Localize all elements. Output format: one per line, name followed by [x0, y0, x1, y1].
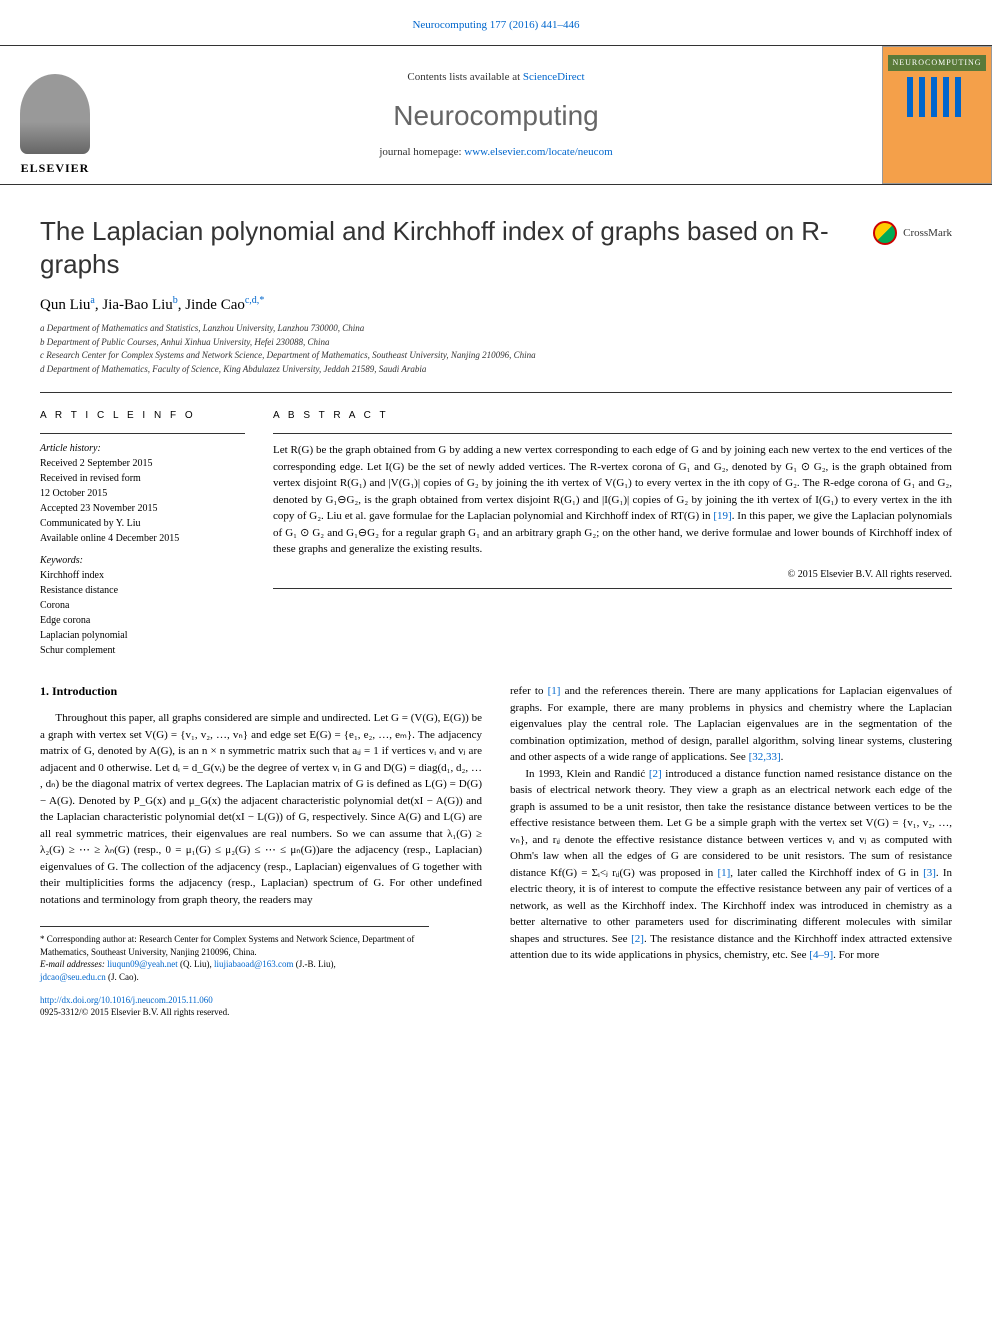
- history-1: Received 2 September 2015: [40, 457, 245, 471]
- intro-para-3: In 1993, Klein and Randić [2] introduced…: [510, 766, 952, 964]
- article-info-head: A R T I C L E I N F O: [40, 409, 245, 423]
- info-rule: [40, 433, 245, 434]
- ref-4-9[interactable]: [4–9]: [809, 949, 833, 961]
- header-center: Contents lists available at ScienceDirec…: [110, 46, 882, 184]
- crossmark-label: CrossMark: [903, 226, 952, 241]
- ref-32-33[interactable]: [32,33]: [749, 751, 781, 763]
- email-2-who: (J.-B. Liu),: [293, 959, 335, 969]
- homepage-line: journal homepage: www.elsevier.com/locat…: [110, 145, 882, 160]
- affiliations-block: a Department of Mathematics and Statisti…: [40, 322, 952, 376]
- affil-a: a Department of Mathematics and Statisti…: [40, 322, 952, 336]
- body-col-right: refer to [1] and the references therein.…: [510, 683, 952, 1018]
- journal-cover-thumb: NEUROCOMPUTING: [882, 46, 992, 184]
- abstract-text: Let R(G) be the graph obtained from G by…: [273, 442, 952, 558]
- history-2: Received in revised form: [40, 472, 245, 486]
- affil-b: b Department of Public Courses, Anhui Xi…: [40, 336, 952, 350]
- abstract-bottom-rule: [273, 588, 952, 589]
- history-3: 12 October 2015: [40, 487, 245, 501]
- ref-2[interactable]: [2]: [649, 768, 662, 780]
- issn-line: 0925-3312/© 2015 Elsevier B.V. All right…: [40, 1006, 482, 1019]
- p3c: , later called the Kirchhoff index of G …: [730, 867, 923, 879]
- body-col-left: 1. Introduction Throughout this paper, a…: [40, 683, 482, 1018]
- ref-19[interactable]: [19]: [713, 510, 731, 522]
- authors-line: Qun Liua, Jia-Bao Liub, Jinde Caoc,d,*: [40, 294, 952, 316]
- keywords-head: Keywords:: [40, 554, 245, 568]
- homepage-link[interactable]: www.elsevier.com/locate/neucom: [464, 146, 612, 158]
- ref-2b[interactable]: [2]: [631, 933, 644, 945]
- journal-name: Neurocomputing: [110, 96, 882, 135]
- history-6: Available online 4 December 2015: [40, 532, 245, 546]
- intro-para-1: Throughout this paper, all graphs consid…: [40, 710, 482, 908]
- elsevier-text: ELSEVIER: [21, 160, 90, 177]
- history-head: Article history:: [40, 442, 245, 456]
- email-3-who: (J. Cao).: [106, 972, 139, 982]
- divider-top: [40, 392, 952, 393]
- ref-1[interactable]: [1]: [548, 685, 561, 697]
- p3a: In 1993, Klein and Randić: [525, 768, 648, 780]
- citation-header: Neurocomputing 177 (2016) 441–446: [0, 0, 992, 45]
- affil-d: d Department of Mathematics, Faculty of …: [40, 363, 952, 377]
- article-info-column: A R T I C L E I N F O Article history: R…: [40, 409, 245, 659]
- author-sep-2: , Jinde Cao: [178, 297, 245, 313]
- abstract-head: A B S T R A C T: [273, 409, 952, 423]
- author-1: Qun Liu: [40, 297, 90, 313]
- doi-block: http://dx.doi.org/10.1016/j.neucom.2015.…: [40, 994, 482, 1019]
- crossmark-badge[interactable]: CrossMark: [873, 221, 952, 245]
- contents-prefix: Contents lists available at: [407, 71, 522, 83]
- affil-c: c Research Center for Complex Systems an…: [40, 349, 952, 363]
- section-1-head: 1. Introduction: [40, 683, 482, 700]
- email-1-who: (Q. Liu),: [178, 959, 214, 969]
- corresponding-note: * Corresponding author at: Research Cent…: [40, 933, 429, 958]
- citation-link[interactable]: Neurocomputing 177 (2016) 441–446: [412, 19, 579, 31]
- intro-para-2: refer to [1] and the references therein.…: [510, 683, 952, 766]
- kw-6: Schur complement: [40, 644, 245, 658]
- emails-label: E-mail addresses:: [40, 959, 107, 969]
- kw-1: Kirchhoff index: [40, 569, 245, 583]
- author-sep-1: , Jia-Bao Liu: [95, 297, 173, 313]
- kw-5: Laplacian polynomial: [40, 629, 245, 643]
- p3b: introduced a distance function named res…: [510, 768, 952, 879]
- article-title: The Laplacian polynomial and Kirchhoff i…: [40, 215, 873, 280]
- p2a: refer to: [510, 685, 548, 697]
- footnote-block: * Corresponding author at: Research Cent…: [40, 926, 429, 983]
- p2c: .: [781, 751, 784, 763]
- p3f: . For more: [833, 949, 879, 961]
- abstract-copyright: © 2015 Elsevier B.V. All rights reserved…: [273, 568, 952, 582]
- crossmark-icon: [873, 221, 897, 245]
- doi-link[interactable]: http://dx.doi.org/10.1016/j.neucom.2015.…: [40, 995, 213, 1005]
- cover-grid-icon: [907, 77, 967, 117]
- corresponding-star[interactable]: *: [259, 295, 264, 306]
- email-1[interactable]: liuqun09@yeah.net: [107, 959, 178, 969]
- elsevier-logo: ELSEVIER: [0, 46, 110, 184]
- kw-2: Resistance distance: [40, 584, 245, 598]
- kw-3: Corona: [40, 599, 245, 613]
- history-5: Communicated by Y. Liu: [40, 517, 245, 531]
- sciencedirect-link[interactable]: ScienceDirect: [523, 71, 585, 83]
- cover-label: NEUROCOMPUTING: [888, 55, 985, 70]
- emails-line: E-mail addresses: liuqun09@yeah.net (Q. …: [40, 958, 429, 971]
- ref-1b[interactable]: [1]: [717, 867, 730, 879]
- abstract-column: A B S T R A C T Let R(G) be the graph ob…: [273, 409, 952, 659]
- elsevier-tree-icon: [20, 74, 90, 154]
- ref-3[interactable]: [3]: [923, 867, 936, 879]
- contents-line: Contents lists available at ScienceDirec…: [110, 70, 882, 85]
- email-2[interactable]: liujiabaoad@163.com: [214, 959, 294, 969]
- abstract-rule: [273, 433, 952, 434]
- homepage-prefix: journal homepage:: [379, 146, 464, 158]
- affil-sup-cd[interactable]: c,d,: [245, 295, 259, 306]
- email-3[interactable]: jdcao@seu.edu.cn: [40, 972, 106, 982]
- history-4: Accepted 23 November 2015: [40, 502, 245, 516]
- kw-4: Edge corona: [40, 614, 245, 628]
- p2b: and the references therein. There are ma…: [510, 685, 952, 763]
- journal-header-band: ELSEVIER Contents lists available at Sci…: [0, 45, 992, 185]
